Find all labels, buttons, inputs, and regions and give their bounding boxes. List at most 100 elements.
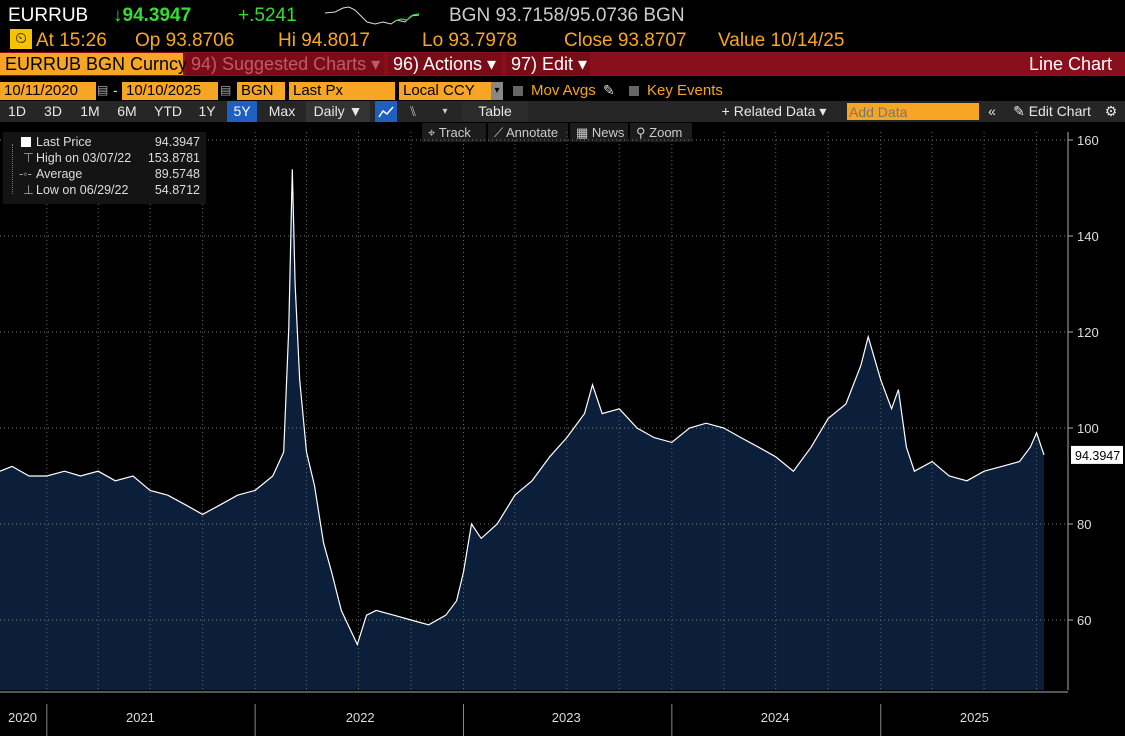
- security-field[interactable]: EURRUB BGN Curncy: [0, 53, 187, 75]
- bid-ask: BGN 93.7158/95.0736 BGN: [449, 5, 685, 26]
- price-line: [0, 169, 1045, 647]
- y-tick-label-160: 160: [1077, 133, 1099, 148]
- sparkline: [325, 6, 420, 25]
- key-events-label[interactable]: Key Events: [647, 82, 723, 99]
- mov-avgs-label[interactable]: Mov Avgs: [531, 82, 596, 99]
- track-label: Track: [438, 125, 471, 140]
- legend-row-high: ⊤ High on 03/07/22 153.8781: [3, 150, 206, 166]
- zoom-icon: ⚲: [636, 125, 646, 140]
- menu-bar: EURRUB BGN Curncy 94) Suggested Charts ▾…: [0, 52, 1125, 76]
- date-separator: -: [113, 82, 118, 98]
- last-price-box: [1071, 445, 1123, 464]
- price-change: +.5241: [238, 5, 297, 26]
- source-field[interactable]: BGN: [237, 82, 285, 100]
- y-tick-label-100: 100: [1077, 421, 1099, 436]
- field-selector[interactable]: Last Px: [289, 82, 395, 100]
- period-6m[interactable]: 6M: [117, 103, 137, 119]
- last-price-swatch: [21, 137, 31, 147]
- key-events-checkbox[interactable]: [629, 86, 639, 96]
- chart-type-dropdown-icon[interactable]: ▾: [442, 106, 448, 117]
- legend-value-high: 153.8781: [147, 151, 200, 165]
- suggested-charts-menu[interactable]: 94) Suggested Charts ▾: [186, 53, 384, 75]
- x-tick-label-2020: 2020: [8, 710, 37, 725]
- crosshair-icon: ⌖: [428, 125, 436, 140]
- ohlc-row: ⏲ At 15:26 Op 93.8706 Hi 94.8017 Lo 93.7…: [0, 28, 1125, 52]
- x-tick-label-2022: 2022: [346, 710, 375, 725]
- x-tick-label-2025: 2025: [960, 710, 989, 725]
- low-marker-icon: ⊥: [23, 183, 34, 197]
- add-data-input[interactable]: [847, 103, 979, 120]
- legend-label-average: Average: [36, 167, 83, 181]
- annotate-icon: ⟋: [494, 125, 504, 140]
- legend-value-last: 94.3947: [154, 135, 200, 149]
- news-label: News: [591, 125, 625, 140]
- line-style-icon[interactable]: [375, 101, 397, 122]
- period-5y[interactable]: 5Y: [227, 101, 257, 122]
- currency-dropdown-icon[interactable]: ▾: [491, 82, 503, 100]
- y-tick-label-60: 60: [1077, 613, 1091, 628]
- edit-menu[interactable]: 97) Edit ▾: [506, 53, 590, 75]
- zoom-label: Zoom: [649, 125, 683, 140]
- news-tool[interactable]: ▦ News: [570, 123, 628, 142]
- pencil-icon[interactable]: ✎: [603, 82, 615, 98]
- candlestick-icon[interactable]: ⑊: [408, 103, 418, 119]
- legend-value-average: 89.5748: [154, 167, 200, 181]
- legend-row-last: Last Price 94.3947: [3, 134, 206, 150]
- annotate-label: Annotate: [506, 125, 559, 140]
- x-tick-label-2021: 2021: [126, 710, 155, 725]
- legend-label-low: Low on 06/29/22: [36, 183, 129, 197]
- y-tick-label-80: 80: [1077, 517, 1091, 532]
- mov-avgs-checkbox[interactable]: [513, 86, 523, 96]
- track-tool[interactable]: ⌖ Track: [422, 123, 486, 142]
- legend-row-average: -◦- Average 89.5748: [3, 166, 206, 182]
- zoom-tool[interactable]: ⚲ Zoom: [630, 123, 692, 142]
- news-icon: ▦: [576, 125, 589, 140]
- value-date: Value 10/14/25: [718, 30, 845, 51]
- gear-icon[interactable]: ⚙: [1104, 103, 1118, 119]
- start-date-field[interactable]: 10/11/2020: [0, 82, 96, 100]
- average-marker-icon: -◦-: [19, 167, 32, 181]
- quote-header: EURRUB ↓94.3947 +.5241 BGN 93.7158/95.07…: [0, 0, 1125, 30]
- legend-value-low: 54.8712: [154, 183, 200, 197]
- period-max[interactable]: Max: [268, 103, 296, 119]
- price-area: [0, 169, 1044, 691]
- edit-chart-label: Edit Chart: [1028, 103, 1091, 119]
- parameter-row: 10/11/2020 ▤ - 10/10/2025 ▤ BGN Last Px …: [0, 81, 1125, 101]
- ticker: EURRUB: [8, 5, 89, 26]
- legend-bracket: [12, 144, 14, 194]
- chart-toolbar: 1D 3D 1M 6M YTD 1Y 5Y Max Daily ▼ ⑊ ▾ Ta…: [0, 101, 1125, 122]
- high-value: Hi 94.8017: [278, 30, 370, 51]
- period-1y[interactable]: 1Y: [198, 103, 216, 119]
- end-date-field[interactable]: 10/10/2025: [122, 82, 218, 100]
- edit-pencil-icon: ✎: [1013, 103, 1025, 119]
- chart-legend: Last Price 94.3947 ⊤ High on 03/07/22 15…: [3, 132, 206, 204]
- edit-chart-button[interactable]: ✎ Edit Chart: [1006, 101, 1098, 122]
- chart-tools: ⌖ Track ⟋ Annotate ▦ News ⚲ Zoom: [0, 123, 1125, 142]
- annotate-tool[interactable]: ⟋ Annotate: [488, 123, 568, 142]
- actions-menu[interactable]: 96) Actions ▾: [388, 53, 502, 75]
- last-price: ↓94.3947: [113, 5, 192, 26]
- period-3d[interactable]: 3D: [44, 103, 62, 119]
- legend-label-high: High on 03/07/22: [36, 151, 132, 165]
- table-button[interactable]: Table: [462, 101, 528, 122]
- last-price-label: 94.3947: [1075, 449, 1120, 463]
- y-tick-label-140: 140: [1077, 229, 1099, 244]
- high-marker-icon: ⊤: [23, 151, 34, 165]
- period-ytd[interactable]: YTD: [154, 103, 182, 119]
- legend-label-last: Last Price: [36, 135, 92, 149]
- y-tick-label-120: 120: [1077, 325, 1099, 340]
- period-1m[interactable]: 1M: [80, 103, 100, 119]
- close-value: Close 93.8707: [564, 30, 687, 51]
- legend-row-low: ⊥ Low on 06/29/22 54.8712: [3, 182, 206, 198]
- related-data-menu[interactable]: + Related Data ▾: [721, 103, 827, 119]
- alert-icon[interactable]: ⏲: [10, 29, 32, 49]
- chart-type-title: Line Chart: [1028, 54, 1112, 74]
- currency-select[interactable]: Local CCY: [399, 82, 491, 100]
- period-1d[interactable]: 1D: [8, 103, 26, 119]
- x-tick-label-2023: 2023: [552, 710, 581, 725]
- end-calendar-icon[interactable]: ▤: [220, 83, 232, 97]
- start-calendar-icon[interactable]: ▤: [97, 83, 109, 97]
- collapse-icon[interactable]: «: [988, 103, 996, 119]
- frequency-select[interactable]: Daily ▼: [306, 101, 370, 122]
